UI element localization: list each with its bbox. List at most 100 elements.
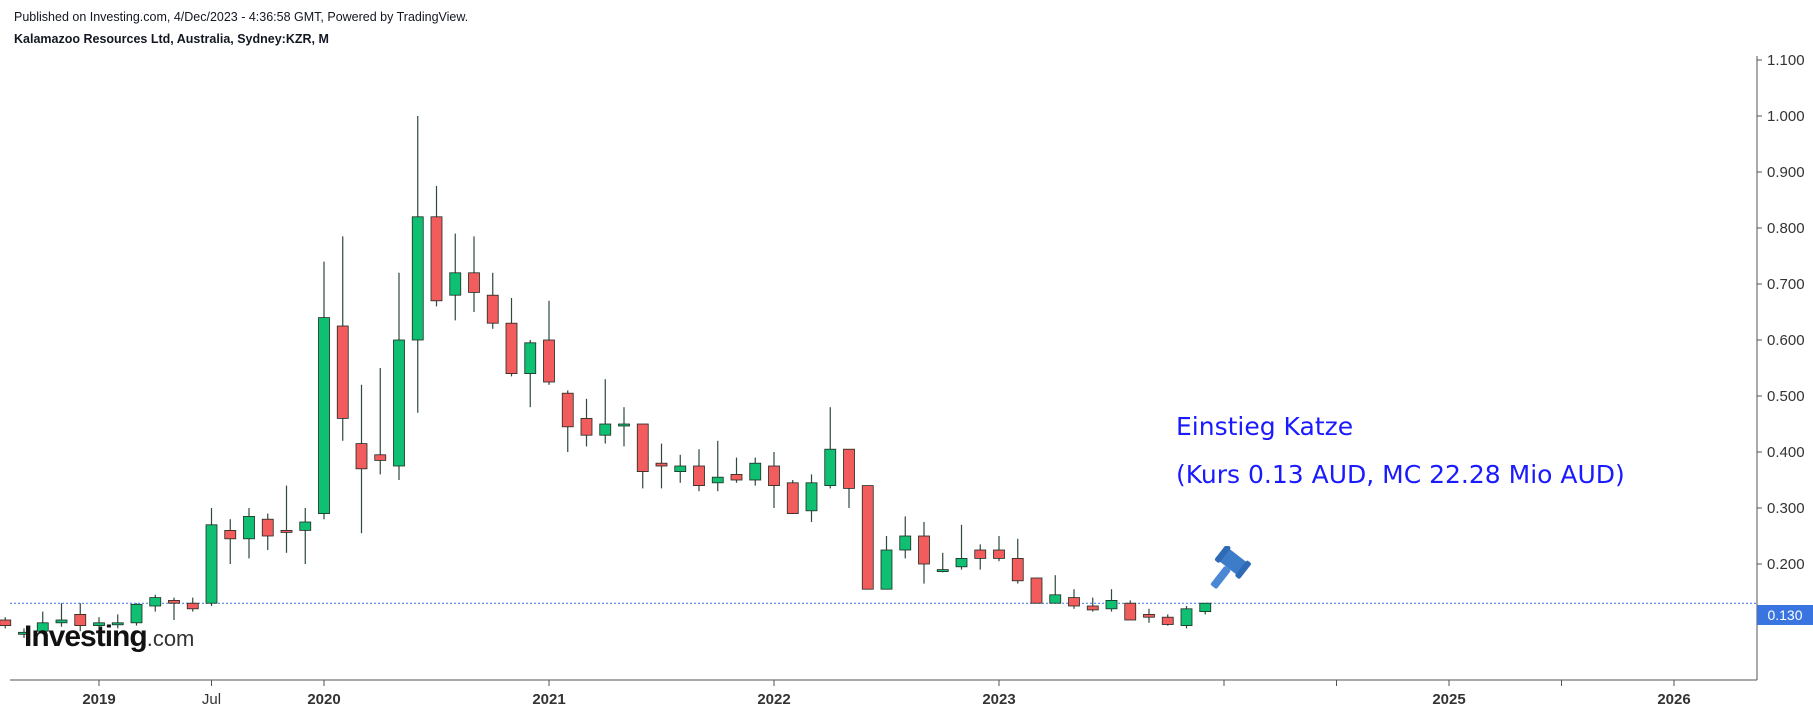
- candle-43[interactable]: [805, 474, 818, 522]
- candle-45[interactable]: [843, 448, 855, 508]
- candle-28[interactable]: [524, 340, 537, 408]
- candle-body-60: [1124, 602, 1137, 621]
- candle-6[interactable]: [111, 614, 124, 629]
- time-tick-label-4: 2022: [757, 691, 790, 708]
- candle-8[interactable]: [149, 594, 162, 612]
- candle-60[interactable]: [1124, 600, 1137, 621]
- candle-54[interactable]: [1011, 538, 1024, 584]
- candle-1[interactable]: [18, 628, 30, 638]
- candle-48[interactable]: [899, 516, 912, 559]
- candle-4[interactable]: [74, 603, 87, 632]
- candle-23[interactable]: [430, 186, 443, 307]
- candle-body-57: [1068, 597, 1080, 607]
- candle-50[interactable]: [936, 552, 949, 573]
- candle-body-22: [411, 216, 424, 341]
- price-tick-label-10: 1.100: [1767, 52, 1805, 69]
- candle-37[interactable]: [693, 449, 705, 492]
- candle-32[interactable]: [599, 379, 612, 444]
- candle-body-62: [1161, 616, 1174, 625]
- candle-body-35: [655, 462, 668, 467]
- candle-18[interactable]: [336, 236, 349, 441]
- candle-24[interactable]: [449, 233, 462, 321]
- candle-11[interactable]: [205, 508, 218, 606]
- candle-33[interactable]: [618, 407, 630, 447]
- candle-61[interactable]: [1143, 608, 1155, 623]
- candle-body-6: [111, 622, 124, 626]
- candle-2[interactable]: [36, 611, 49, 634]
- candle-body-63: [1180, 608, 1193, 626]
- candle-body-50: [936, 569, 949, 572]
- candle-body-1: [18, 631, 30, 635]
- candle-body-12: [224, 530, 237, 540]
- candle-40[interactable]: [749, 457, 762, 486]
- candle-42[interactable]: [786, 480, 799, 514]
- candle-20[interactable]: [374, 368, 387, 475]
- candle-14[interactable]: [261, 513, 274, 550]
- time-tick-label-2: 2020: [307, 691, 340, 708]
- candle-47[interactable]: [880, 536, 893, 590]
- candle-3[interactable]: [55, 603, 68, 627]
- time-axis: 2019 Jul 2020 2021 2022 2023 2025 2026: [82, 680, 1691, 708]
- published-notice: Published on Investing.com, 4/Dec/2023 -…: [14, 10, 469, 24]
- price-tick-label-9: 1.000: [1767, 108, 1805, 125]
- candle-51[interactable]: [955, 524, 968, 570]
- candle-13[interactable]: [243, 508, 255, 559]
- candle-53[interactable]: [993, 536, 1005, 562]
- candle-19[interactable]: [355, 384, 368, 534]
- candle-body-4: [74, 614, 87, 627]
- candle-56[interactable]: [1049, 575, 1062, 604]
- price-tick-label-2: 0.300: [1767, 500, 1805, 517]
- candle-body-41: [768, 465, 780, 487]
- candle-26[interactable]: [486, 272, 499, 329]
- candle-body-18: [336, 325, 349, 419]
- candle-0[interactable]: [0, 617, 12, 629]
- candle-31[interactable]: [580, 398, 593, 447]
- candle-body-27: [505, 322, 518, 375]
- candle-5[interactable]: [93, 617, 105, 632]
- candle-63[interactable]: [1180, 606, 1193, 629]
- candle-38[interactable]: [711, 440, 724, 492]
- price-tick-label-7: 0.800: [1767, 220, 1805, 237]
- candle-29[interactable]: [543, 300, 555, 385]
- time-tick-label-5: 2023: [982, 691, 1015, 708]
- candle-body-17: [318, 317, 330, 515]
- candle-body-0: [0, 619, 12, 626]
- candle-34[interactable]: [636, 423, 649, 489]
- current-price-label: 0.130: [1757, 605, 1813, 625]
- candle-27[interactable]: [505, 298, 518, 377]
- candle-36[interactable]: [674, 454, 687, 483]
- candle-21[interactable]: [393, 272, 405, 480]
- price-tick-label-5: 0.600: [1767, 332, 1805, 349]
- candle-body-43: [805, 482, 818, 512]
- candle-35[interactable]: [655, 443, 668, 489]
- candle-57[interactable]: [1068, 589, 1080, 609]
- candle-30[interactable]: [561, 390, 574, 452]
- candle-22[interactable]: [411, 116, 424, 413]
- candle-41[interactable]: [768, 452, 780, 508]
- candle-7[interactable]: [130, 603, 143, 626]
- candle-39[interactable]: [730, 457, 743, 483]
- candle-49[interactable]: [918, 522, 930, 584]
- candle-body-25: [468, 272, 480, 293]
- candle-62[interactable]: [1161, 614, 1174, 626]
- candle-44[interactable]: [824, 407, 837, 489]
- candle-17[interactable]: [318, 261, 330, 520]
- candle-64[interactable]: [1199, 602, 1212, 615]
- candle-body-55: [1030, 577, 1043, 604]
- candle-55[interactable]: [1030, 577, 1043, 604]
- candle-52[interactable]: [974, 544, 987, 570]
- candle-46[interactable]: [861, 485, 874, 590]
- candle-10[interactable]: [186, 597, 199, 612]
- annotation-title: Einstieg Katze: [1176, 412, 1354, 441]
- candle-15[interactable]: [280, 485, 293, 553]
- candle-16[interactable]: [299, 508, 312, 564]
- candle-12[interactable]: [224, 519, 237, 564]
- candle-body-23: [430, 216, 443, 302]
- candle-body-13: [243, 516, 255, 540]
- candle-25[interactable]: [468, 236, 480, 312]
- candle-59[interactable]: [1105, 589, 1118, 612]
- candle-58[interactable]: [1086, 597, 1099, 612]
- candle-body-14: [261, 518, 274, 537]
- candle-9[interactable]: [168, 597, 180, 620]
